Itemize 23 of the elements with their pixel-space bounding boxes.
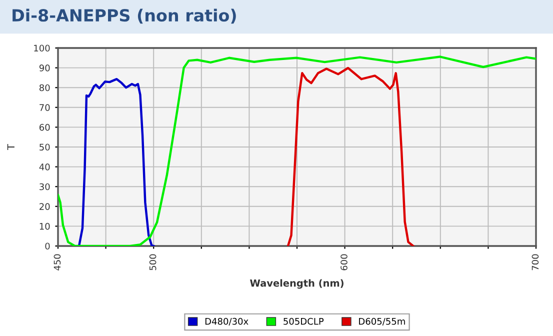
- y-tick-label: 40: [39, 164, 50, 170]
- y-tick-label: 90: [39, 64, 50, 72]
- y-tick-label: 10: [40, 222, 50, 230]
- x-tick-label: 600: [340, 254, 348, 270]
- legend-label: D605/55m: [359, 318, 405, 326]
- x-tick-label: 450: [54, 254, 61, 270]
- legend-label: 505DCLP: [284, 318, 324, 325]
- chart-title: Di-8-ANEPPS (non ratio): [12, 8, 236, 24]
- y-tick-label: 50: [40, 144, 50, 151]
- x-tick-label: 500: [149, 254, 156, 270]
- y-tick-label: 100: [34, 44, 50, 52]
- y-axis-title: T: [7, 144, 14, 150]
- line-series: [286, 66, 414, 246]
- y-tick-label: 80: [39, 84, 50, 92]
- x-tick-label: 700: [532, 254, 539, 270]
- y-tick-label: 0: [45, 242, 50, 250]
- x-axis-title: Wavelength (nm): [250, 279, 344, 289]
- y-tick-label: 20: [40, 203, 50, 210]
- line-series: [78, 78, 155, 246]
- legend-label: D480/30x: [205, 318, 248, 326]
- y-tick-label: 60: [40, 124, 50, 131]
- y-tick-label: 70: [40, 104, 50, 111]
- y-tick-label: 30: [40, 183, 50, 190]
